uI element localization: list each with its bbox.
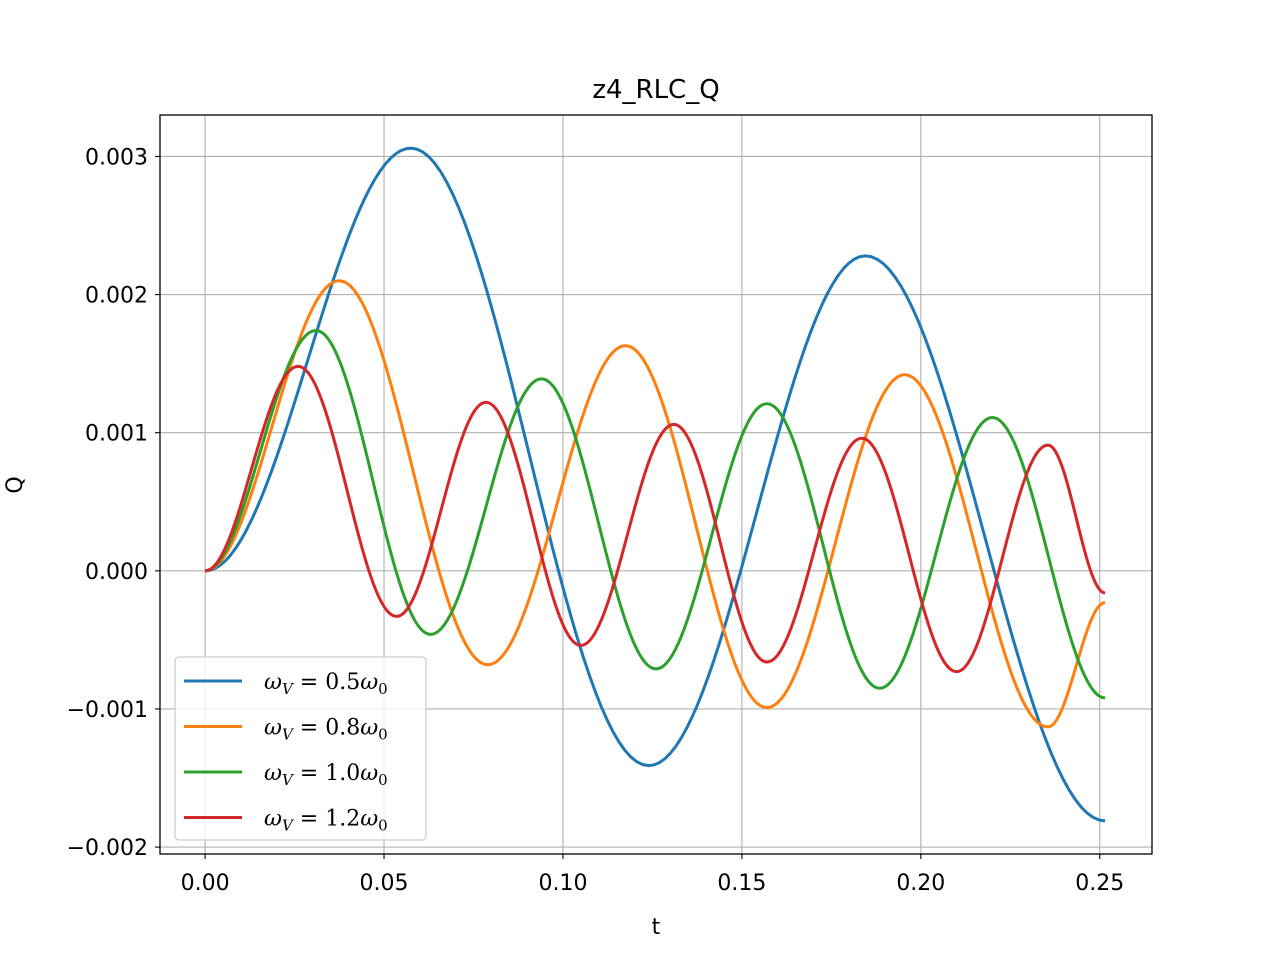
series-line-3 xyxy=(204,328,1106,700)
series-line-4 xyxy=(204,364,1106,674)
x-tick-label: 0.25 xyxy=(1075,871,1124,896)
y-tick-label: 0.000 xyxy=(85,560,148,585)
y-tick-label: −0.002 xyxy=(67,836,148,861)
x-tick-label: 0.05 xyxy=(360,871,409,896)
legend-label: ωV = 1.0ω0 xyxy=(264,761,388,789)
plot-frame xyxy=(159,114,1153,855)
series-line-1 xyxy=(204,146,1106,823)
plot-series xyxy=(204,146,1106,823)
legend-label: ωV = 0.5ω0 xyxy=(264,670,388,698)
series-line-2 xyxy=(204,279,1106,729)
chart-title: z4_RLC_Q xyxy=(592,75,719,105)
y-tick-label: 0.001 xyxy=(85,422,148,447)
legend: ωV = 0.5ω0 ωV = 0.8ω0 ωV = 1.0ω0 ωV = 1.2ω0 xyxy=(174,656,427,841)
x-tick-label: 0.10 xyxy=(538,871,587,896)
axis-ticks: 0.00 0.05 0.10 0.15 0.20 0.25 −0.002 −0.001 0.00… xyxy=(67,145,1125,896)
x-tick-label: 0.00 xyxy=(181,871,230,896)
x-axis-label: t xyxy=(652,915,661,940)
legend-label: ωV = 0.8ω0 xyxy=(264,716,388,744)
legend-box xyxy=(174,656,427,841)
x-tick-label: 0.20 xyxy=(896,871,945,896)
legend-label: ωV = 1.2ω0 xyxy=(264,807,388,835)
y-tick-label: −0.001 xyxy=(67,698,148,723)
y-tick-label: 0.002 xyxy=(85,284,148,309)
y-axis-label: Q xyxy=(3,476,28,493)
y-tick-label: 0.003 xyxy=(85,145,148,170)
x-tick-label: 0.15 xyxy=(717,871,766,896)
